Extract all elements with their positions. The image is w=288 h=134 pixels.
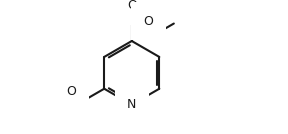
Text: N: N	[127, 98, 137, 111]
Text: O: O	[67, 85, 76, 98]
Text: O: O	[143, 15, 153, 28]
Text: O: O	[127, 0, 137, 12]
